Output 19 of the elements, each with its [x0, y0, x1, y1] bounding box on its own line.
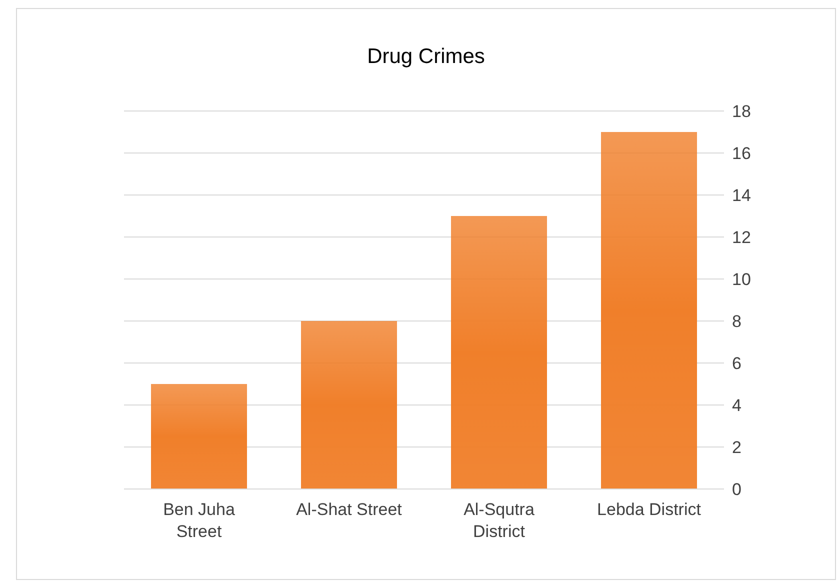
- y-tick-label: 10: [732, 270, 751, 290]
- y-tick-label: 4: [732, 396, 742, 416]
- y-tick-label: 6: [732, 354, 742, 374]
- y-tick-label: 2: [732, 438, 742, 458]
- bar: [301, 321, 397, 489]
- y-tick-label: 14: [732, 186, 751, 206]
- y-tick-label: 16: [732, 144, 751, 164]
- x-tick-label: Lebda District: [597, 500, 702, 519]
- x-tick-label: Ben Juha Street: [163, 500, 236, 541]
- bar: [601, 132, 697, 489]
- x-tick-label: Al-Shat Street: [296, 500, 402, 519]
- bar: [151, 384, 247, 489]
- y-tick-label: 0: [732, 480, 742, 500]
- x-tick-label: Al-Squtra District: [464, 500, 535, 541]
- bar: [451, 216, 547, 489]
- chart-title: Drug Crimes: [366, 45, 486, 69]
- y-tick-label: 18: [732, 102, 751, 122]
- y-tick-label: 12: [732, 228, 751, 248]
- y-tick-label: 8: [732, 312, 742, 332]
